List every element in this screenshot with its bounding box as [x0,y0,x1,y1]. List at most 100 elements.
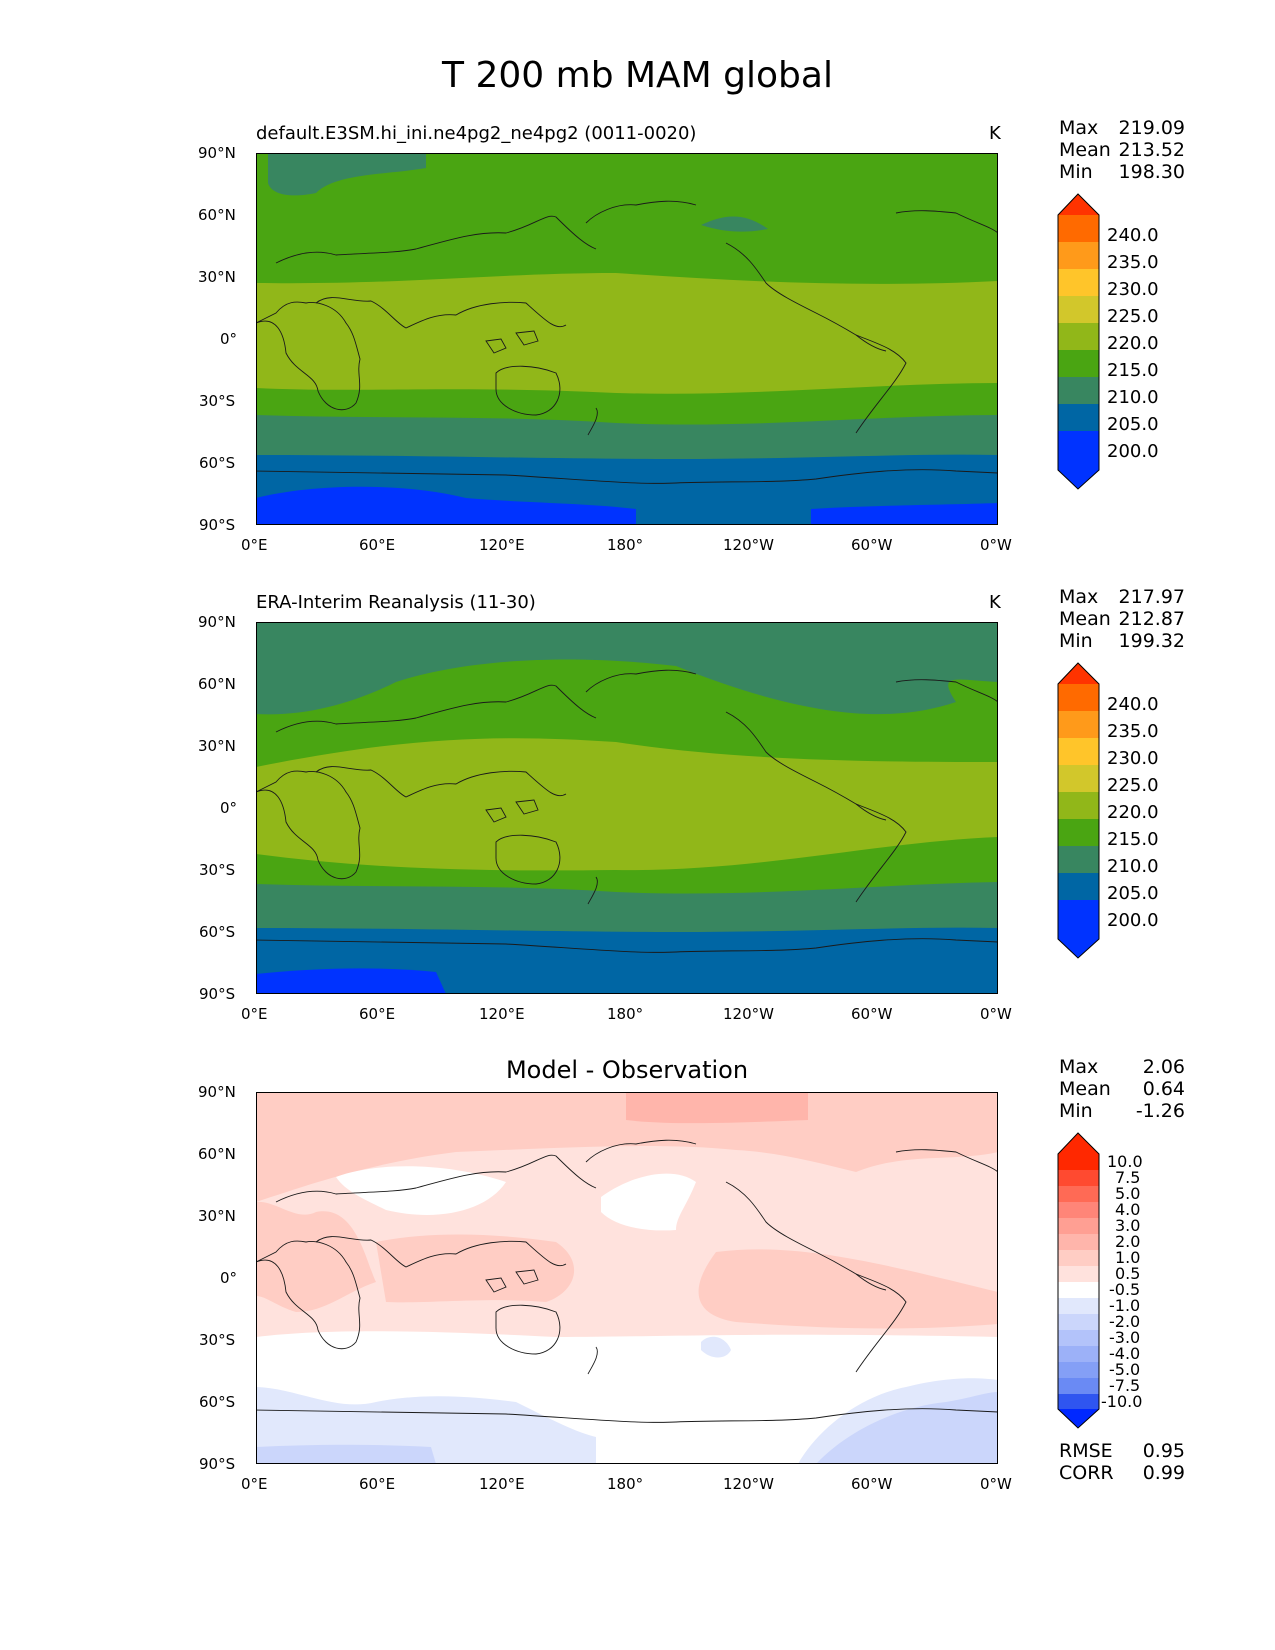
colorbar-label: 220.0 [1107,333,1159,354]
colorbar-label: 200.0 [1107,910,1159,931]
lat-tick: 30°N [198,268,236,286]
colorbar-label: -4.0 [1109,1344,1141,1363]
lat-tick: 90°N [198,1083,236,1101]
panel-title: Model - Observation [505,1056,749,1084]
colorbar-label: -5.0 [1109,1360,1141,1379]
lat-tick: 60°N [198,206,236,224]
rmse-label: RMSE [1059,1440,1113,1462]
stat-label: Max [1059,1056,1099,1078]
lon-tick: 60°E [359,1005,396,1023]
contour-fill [256,153,998,525]
lon-tick: 180° [607,536,644,554]
lon-tick: 60°W [851,1475,893,1493]
colorbar-label: 230.0 [1107,279,1159,300]
colorbar-label: 215.0 [1107,829,1159,850]
coastlines [256,200,998,484]
stat-label: Max [1059,117,1099,139]
stats-box: Max 2.06 Mean 0.64 Min -1.26 [1059,1056,1185,1122]
stat-label: Min [1059,1100,1093,1122]
colorbar-label: -3.0 [1109,1328,1141,1347]
lon-tick: 0°W [980,536,1012,554]
lat-tick: 30°N [198,1207,236,1225]
stat-max: 219.09 [1118,117,1185,139]
stat-mean: 213.52 [1118,139,1185,161]
colorbar-label: 220.0 [1107,802,1159,823]
colorbar [1057,193,1100,490]
lat-tick: 90°S [199,985,236,1003]
lat-tick: 90°S [199,1455,236,1473]
stat-mean: 0.64 [1142,1078,1185,1100]
stat-label: Mean [1059,608,1111,630]
colorbar-label: 205.0 [1107,883,1159,904]
lon-tick: 120°E [479,1475,525,1493]
stat-label: Mean [1059,1078,1111,1100]
lon-tick: 0°W [980,1005,1012,1023]
colorbar-label: 240.0 [1107,225,1159,246]
colorbar-label: 235.0 [1107,721,1159,742]
lon-tick: 120°W [723,536,774,554]
coastlines [256,669,998,953]
stat-min: 198.30 [1118,161,1185,183]
colorbar-label: 215.0 [1107,360,1159,381]
map-observation [256,622,998,994]
colorbar-label: -1.0 [1109,1296,1141,1315]
lon-tick: 180° [607,1005,644,1023]
stat-max: 2.06 [1142,1056,1185,1078]
lon-tick: 0°W [980,1475,1012,1493]
lat-tick: 30°N [198,737,236,755]
stat-label: Max [1059,586,1099,608]
lon-tick: 120°W [723,1475,774,1493]
stats-box: Max 219.09 Mean 213.52 Min 198.30 [1059,117,1185,183]
stats-box: Max 217.97 Mean 212.87 Min 199.32 [1059,586,1185,652]
lon-tick: 60°E [359,1475,396,1493]
lat-tick: 90°N [198,613,236,631]
colorbar-label: 230.0 [1107,748,1159,769]
lon-tick: 0°E [241,1005,268,1023]
stat-label: Mean [1059,139,1111,161]
coastlines [256,1139,998,1423]
contour-fill [256,1092,998,1464]
colorbar [1057,1132,1100,1429]
units-label: K [989,123,1001,144]
colorbar-swatches [1058,663,1099,958]
map-model [256,153,998,525]
lat-tick: 60°S [199,1393,236,1411]
colorbar-label: 240.0 [1107,694,1159,715]
colorbar-label: 3.0 [1115,1216,1141,1235]
lat-tick: 90°S [199,516,236,534]
colorbar-label: -0.5 [1109,1280,1141,1299]
colorbar-label: -7.5 [1109,1376,1141,1395]
colorbar-label: 1.0 [1115,1248,1141,1267]
lon-tick: 60°W [851,536,893,554]
stat-min: 199.32 [1118,630,1185,652]
colorbar-label: 235.0 [1107,252,1159,273]
lon-tick: 0°E [241,536,268,554]
colorbar-label: 225.0 [1107,775,1159,796]
lat-tick: 60°S [199,454,236,472]
stat-mean: 212.87 [1118,608,1185,630]
colorbar-label: -2.0 [1109,1312,1141,1331]
lat-tick: 90°N [198,144,236,162]
lon-tick: 120°E [479,1005,525,1023]
colorbar-label: 210.0 [1107,856,1159,877]
map-plot [256,622,998,994]
rmse-value: 0.95 [1142,1440,1185,1462]
colorbar-label: 0.5 [1115,1264,1141,1283]
colorbar-label: -10.0 [1101,1392,1143,1411]
colorbar-label: 5.0 [1115,1184,1141,1203]
lat-tick: 60°N [198,1145,236,1163]
stat-label: Min [1059,161,1093,183]
map-plot [256,1092,998,1464]
lon-tick: 120°W [723,1005,774,1023]
map-plot [256,153,998,525]
metrics-box: RMSE 0.95 CORR 0.99 [1059,1440,1185,1484]
stat-label: Min [1059,630,1093,652]
colorbar-swatches [1058,1133,1099,1428]
colorbar-label: 210.0 [1107,387,1159,408]
colorbar-label: 10.0 [1107,1152,1143,1171]
lon-tick: 60°E [359,536,396,554]
colorbar-label: 4.0 [1115,1200,1141,1219]
lat-tick: 30°S [199,1331,236,1349]
map-difference [256,1092,998,1464]
contour-fill [256,622,998,994]
